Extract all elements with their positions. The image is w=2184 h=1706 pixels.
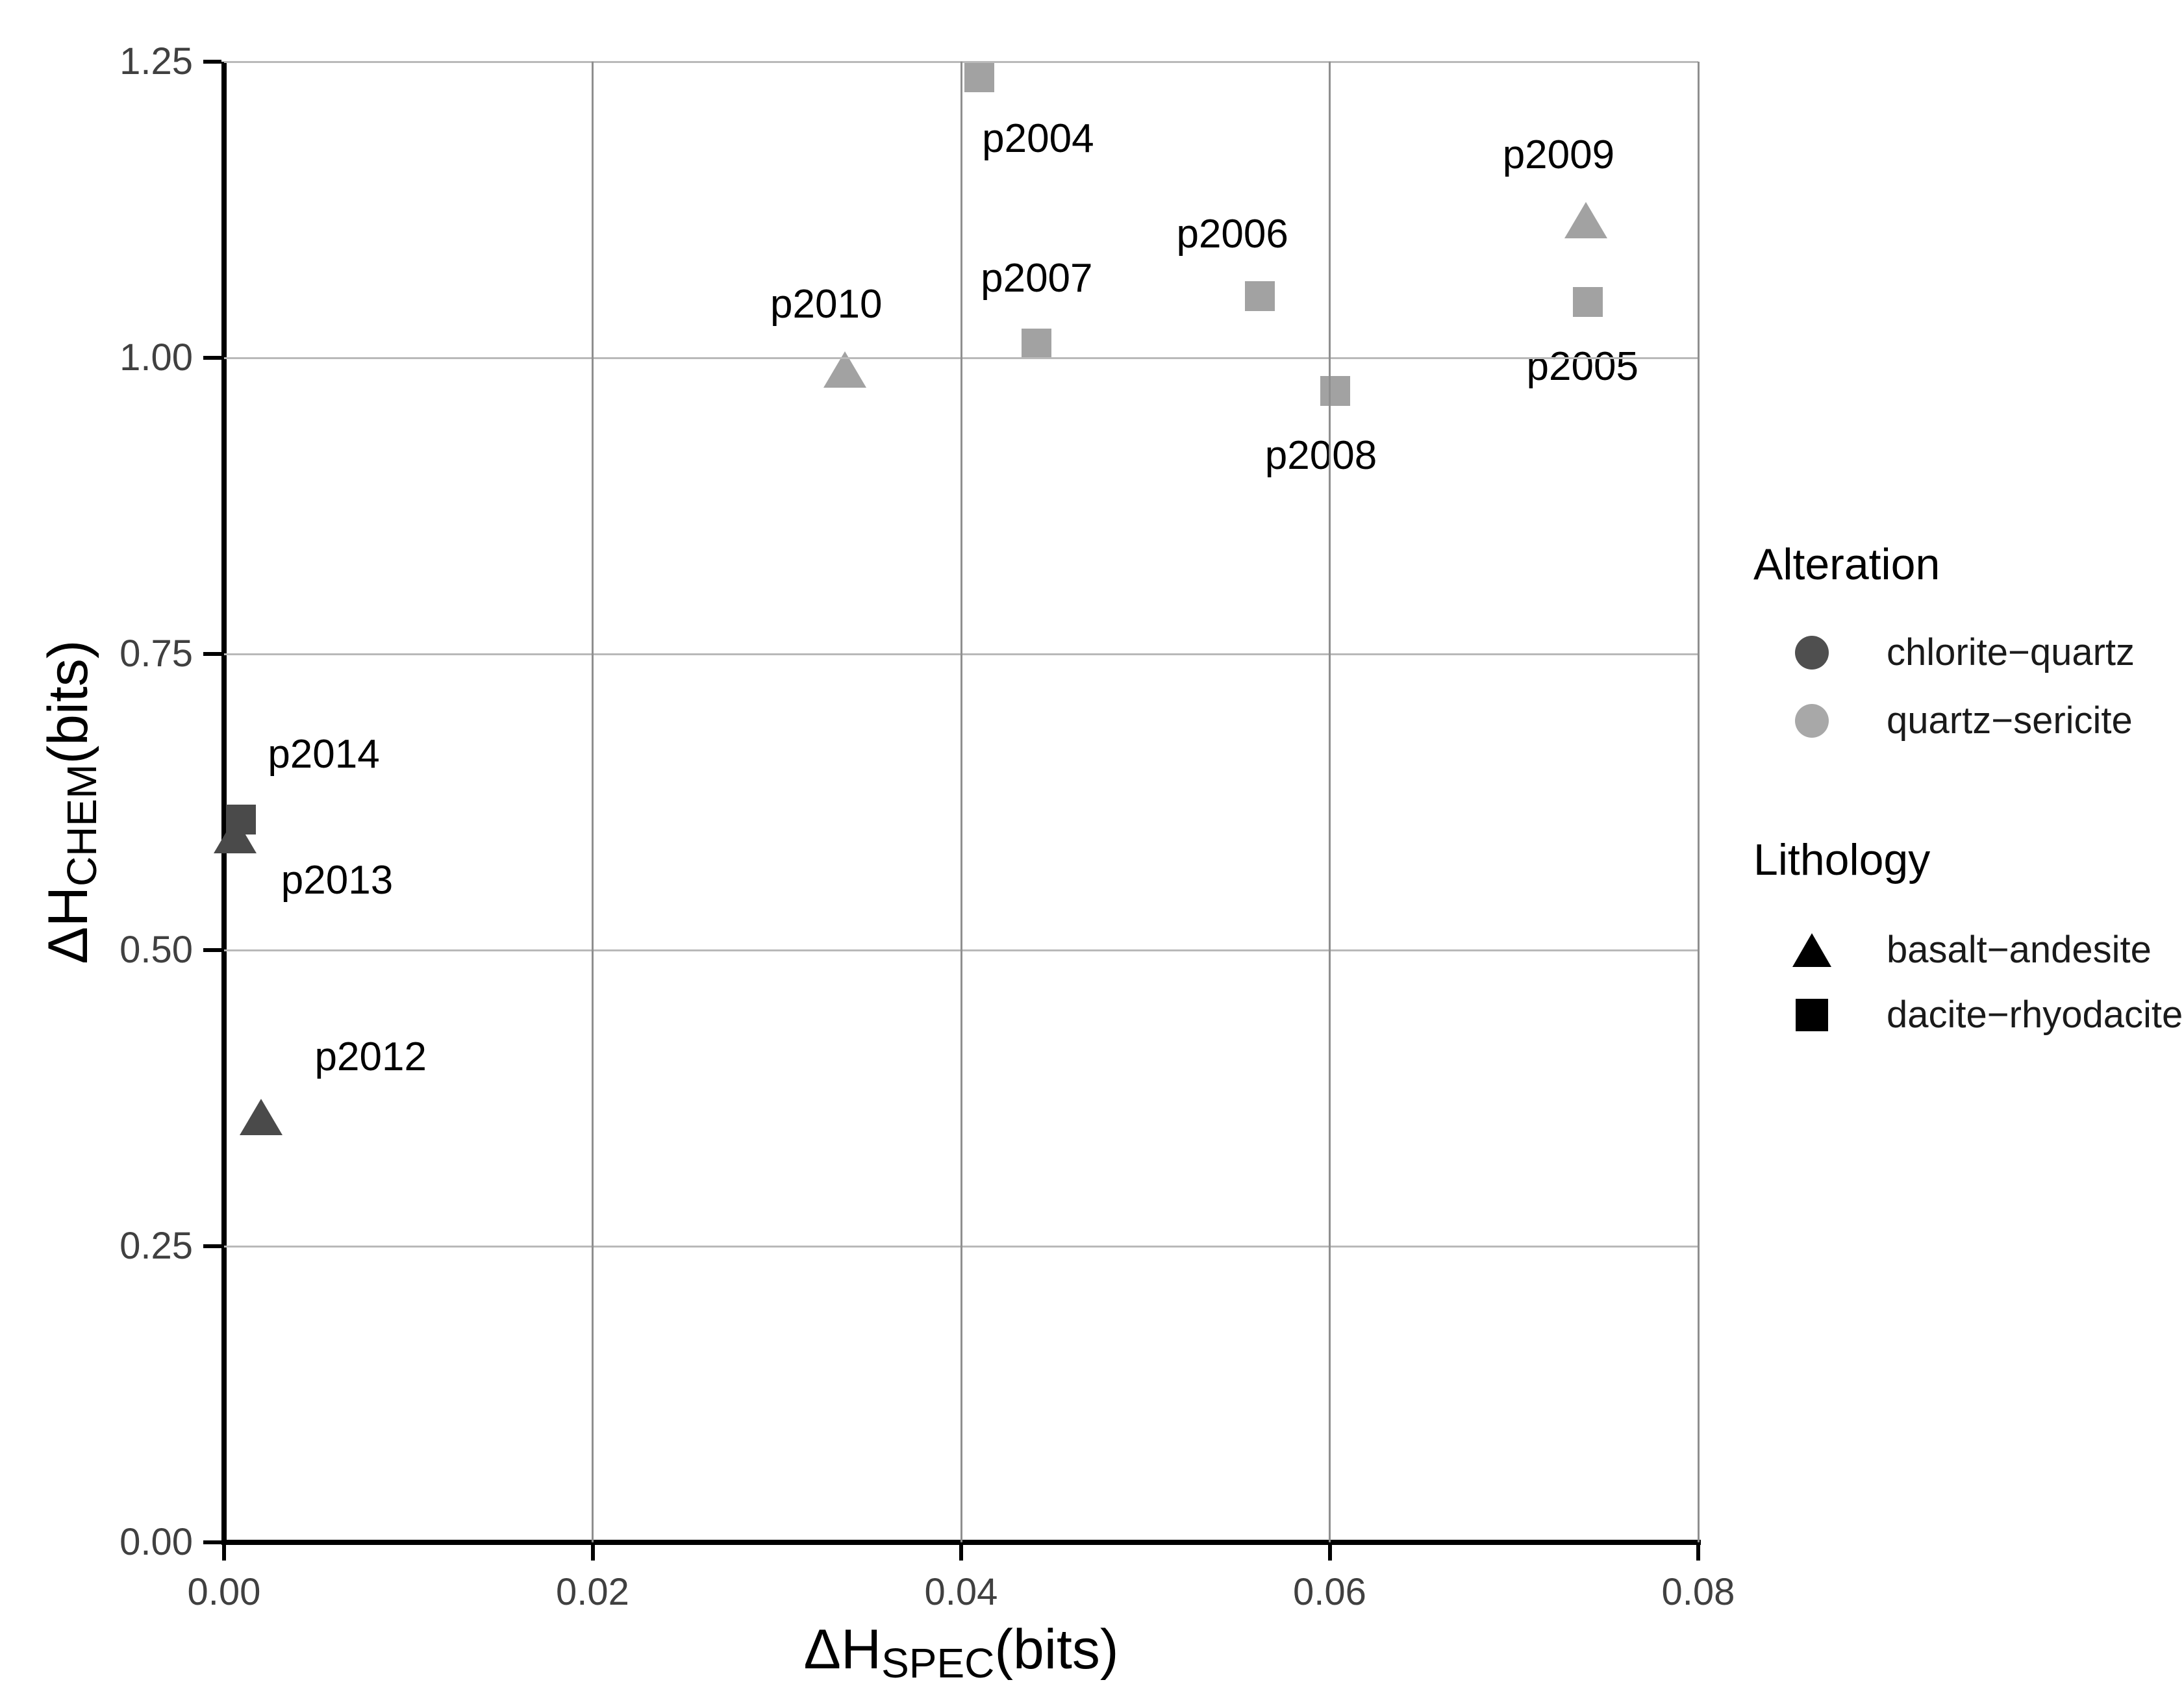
y-tick-label-1.00: 1.00 <box>119 336 193 379</box>
x-tick-0.08 <box>1696 1542 1700 1561</box>
legend-item-chlorite-quartz: chlorite−quartz <box>1763 634 2135 671</box>
y-tick-0.75 <box>203 652 221 656</box>
x-axis-title-prefix: ΔH <box>803 1618 882 1681</box>
legend-symbol-cell <box>1763 704 1861 738</box>
legend-symbol-cell <box>1763 636 1861 670</box>
gridline-x-0.04 <box>960 62 962 1542</box>
x-tick-label-0.00: 0.00 <box>187 1571 261 1613</box>
y-axis-line <box>221 62 227 1545</box>
chlorite-quartz-circle-icon <box>1795 636 1829 670</box>
point-label-p2005: p2005 <box>1526 344 1638 390</box>
gridline-x-0.08 <box>1697 62 1700 1542</box>
x-tick-0.04 <box>959 1542 963 1561</box>
point-label-p2014: p2014 <box>268 732 380 777</box>
y-tick-0.00 <box>203 1540 221 1544</box>
x-axis-title: ΔHSPEC(bits) <box>804 1622 1119 1684</box>
y-axis-title-suffix: (bits) <box>37 640 99 764</box>
data-point-p2005 <box>1572 287 1603 318</box>
data-point-p2014 <box>225 805 256 835</box>
legend-title-lithology: Lithology <box>1753 835 1931 884</box>
gridline-x-0.06 <box>1329 62 1331 1542</box>
y-tick-label-0.25: 0.25 <box>119 1225 193 1267</box>
y-axis-title-subscript: CHEM <box>58 764 105 886</box>
y-axis-title: ΔHCHEM(bits) <box>37 640 105 964</box>
data-point-p2012 <box>239 1099 282 1136</box>
point-label-p2007: p2007 <box>981 256 1093 301</box>
y-tick-label-0.00: 0.00 <box>119 1521 193 1563</box>
x-axis-title-subscript: SPEC <box>881 1640 995 1687</box>
x-tick-0.00 <box>222 1542 226 1561</box>
dacite-rhyodacite-square-icon <box>1796 999 1828 1031</box>
x-tick-label-0.04: 0.04 <box>924 1571 998 1613</box>
data-point-p2004 <box>964 62 995 92</box>
quartz-sericite-circle-icon <box>1795 704 1829 738</box>
x-tick-label-0.08: 0.08 <box>1661 1571 1735 1613</box>
point-label-p2008: p2008 <box>1264 433 1377 479</box>
data-point-p2007 <box>1022 329 1052 359</box>
legend-item-label: quartz−sericite <box>1887 699 2133 742</box>
gridline-x-0.02 <box>592 62 594 1542</box>
y-tick-label-1.25: 1.25 <box>119 40 193 82</box>
x-tick-0.02 <box>590 1542 595 1561</box>
legend-item-quartz-sericite: quartz−sericite <box>1763 702 2133 740</box>
y-tick-1.00 <box>203 356 221 360</box>
data-point-p2009 <box>1564 202 1607 239</box>
legend-symbol-cell <box>1763 999 1861 1031</box>
y-tick-label-0.75: 0.75 <box>119 633 193 675</box>
point-label-p2004: p2004 <box>982 116 1094 161</box>
legend-item-label: chlorite−quartz <box>1887 631 2135 673</box>
y-tick-label-0.50: 0.50 <box>119 929 193 971</box>
legend-item-label: basalt−andesite <box>1887 929 2152 971</box>
x-tick-label-0.02: 0.02 <box>556 1571 629 1613</box>
data-point-p2006 <box>1244 281 1275 312</box>
y-tick-1.25 <box>203 60 221 64</box>
x-tick-0.06 <box>1327 1542 1332 1561</box>
point-label-p2006: p2006 <box>1176 212 1288 257</box>
point-label-p2012: p2012 <box>314 1035 427 1080</box>
y-axis-title-prefix: ΔH <box>37 886 99 964</box>
x-tick-label-0.06: 0.06 <box>1293 1571 1366 1613</box>
legend-item-dacite-rhyodacite: dacite−rhyodacite <box>1763 996 2183 1034</box>
point-label-p2013: p2013 <box>281 858 394 903</box>
basalt-andesite-triangle-icon <box>1792 933 1831 967</box>
y-tick-0.50 <box>203 948 221 952</box>
legend-item-label: dacite−rhyodacite <box>1887 994 2183 1036</box>
point-label-p2009: p2009 <box>1502 132 1615 178</box>
y-tick-0.25 <box>203 1244 221 1248</box>
legend-title-alteration: Alteration <box>1753 540 1940 589</box>
legend-item-basalt-andesite: basalt−andesite <box>1763 931 2152 969</box>
x-axis-title-suffix: (bits) <box>994 1618 1119 1681</box>
point-label-p2010: p2010 <box>770 282 883 327</box>
legend-symbol-cell <box>1763 933 1861 967</box>
data-point-p2008 <box>1320 376 1350 407</box>
